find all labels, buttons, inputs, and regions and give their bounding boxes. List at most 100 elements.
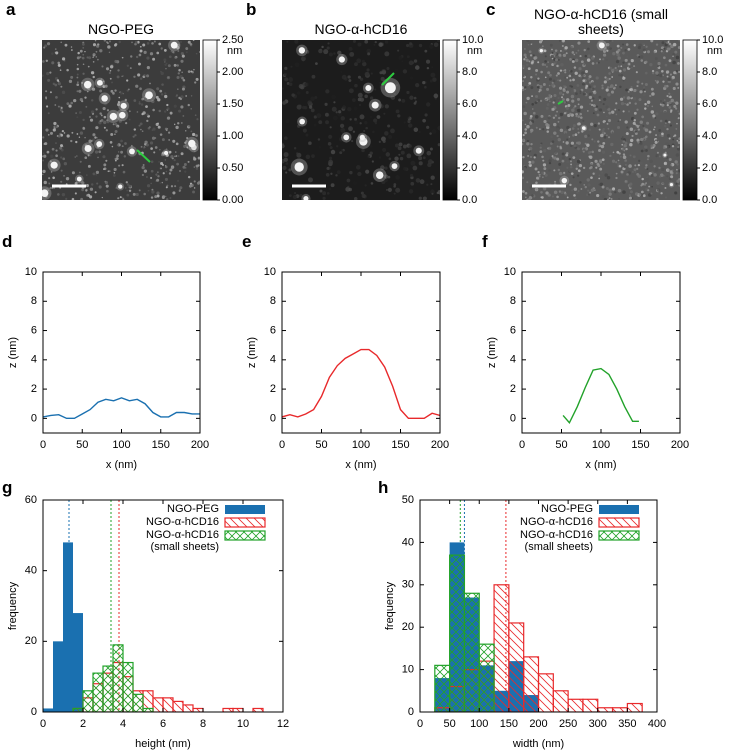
- grain: [650, 192, 653, 195]
- grain: [570, 141, 575, 145]
- grain: [61, 90, 66, 94]
- grain: [611, 159, 616, 163]
- grain: [526, 40, 530, 43]
- grain: [408, 144, 413, 148]
- grain: [650, 110, 655, 114]
- grain: [593, 140, 596, 143]
- histogram-bar: [182, 704, 194, 712]
- grain: [85, 184, 89, 188]
- grain: [571, 51, 575, 54]
- grain: [51, 52, 54, 55]
- grain: [663, 56, 666, 60]
- grain: [372, 130, 375, 134]
- grain: [422, 81, 426, 85]
- grain: [54, 104, 57, 106]
- x-tick-label: 300: [589, 718, 607, 730]
- grain: [177, 122, 180, 125]
- grain: [661, 167, 665, 172]
- grain: [291, 93, 295, 97]
- grain: [629, 88, 632, 91]
- grain: [282, 143, 285, 149]
- grain: [174, 56, 177, 59]
- grain: [668, 40, 671, 44]
- grain: [534, 56, 538, 60]
- grain: [94, 150, 99, 154]
- grain: [551, 155, 554, 158]
- grain: [89, 154, 92, 157]
- grain: [678, 169, 680, 173]
- grain: [102, 80, 105, 83]
- grain: [678, 118, 680, 121]
- grain: [599, 182, 604, 187]
- grain: [118, 164, 121, 167]
- histogram-bar: [493, 584, 510, 712]
- grain: [409, 173, 414, 178]
- grain: [554, 49, 558, 52]
- grain: [644, 60, 648, 64]
- grain: [628, 194, 632, 197]
- grain: [180, 59, 184, 63]
- grain: [571, 60, 575, 63]
- grain: [588, 85, 592, 89]
- grain: [541, 196, 544, 199]
- grain: [384, 104, 389, 109]
- grain: [48, 177, 51, 180]
- grain: [577, 97, 581, 101]
- grain: [558, 86, 563, 90]
- grain: [537, 98, 541, 102]
- grain: [582, 92, 587, 96]
- grain: [620, 46, 623, 49]
- grain: [640, 137, 644, 142]
- grain: [429, 147, 433, 151]
- grain: [178, 170, 182, 173]
- grain: [621, 136, 624, 138]
- grain: [629, 138, 634, 143]
- grain: [358, 103, 362, 107]
- grain: [328, 134, 333, 139]
- grain: [62, 57, 66, 61]
- grain: [119, 102, 123, 105]
- grain: [133, 99, 137, 102]
- grain: [348, 88, 354, 94]
- grain: [673, 101, 676, 104]
- grain: [604, 173, 608, 177]
- grain: [561, 45, 564, 48]
- grain: [166, 103, 169, 107]
- grain: [616, 53, 620, 57]
- grain: [163, 58, 167, 62]
- y-tick-label: 30: [402, 579, 414, 591]
- grain: [393, 183, 397, 186]
- grain: [564, 69, 567, 72]
- x-tick-label: 100: [352, 439, 370, 451]
- grain: [638, 193, 642, 197]
- grain: [92, 133, 96, 137]
- grain: [634, 170, 637, 173]
- grain: [65, 177, 70, 181]
- grain: [537, 77, 540, 80]
- grain: [166, 62, 168, 65]
- grain: [636, 108, 639, 111]
- grain: [531, 108, 534, 110]
- grain: [327, 42, 330, 45]
- grain: [588, 92, 592, 96]
- grain: [143, 73, 146, 77]
- grain: [631, 170, 635, 173]
- grain: [539, 128, 541, 131]
- grain: [431, 66, 434, 69]
- grain: [557, 116, 561, 120]
- grain: [82, 63, 85, 66]
- grain: [190, 108, 192, 110]
- grain: [636, 167, 639, 171]
- y-tick-label: 10: [25, 266, 37, 278]
- grain: [402, 69, 408, 74]
- grain: [158, 109, 161, 113]
- grain: [579, 92, 582, 94]
- grain: [566, 196, 569, 199]
- grain: [551, 57, 554, 60]
- grain: [44, 44, 48, 48]
- grain: [119, 91, 124, 95]
- grain: [57, 82, 62, 86]
- grain: [559, 128, 564, 133]
- grain: [142, 163, 145, 166]
- grain: [373, 118, 378, 123]
